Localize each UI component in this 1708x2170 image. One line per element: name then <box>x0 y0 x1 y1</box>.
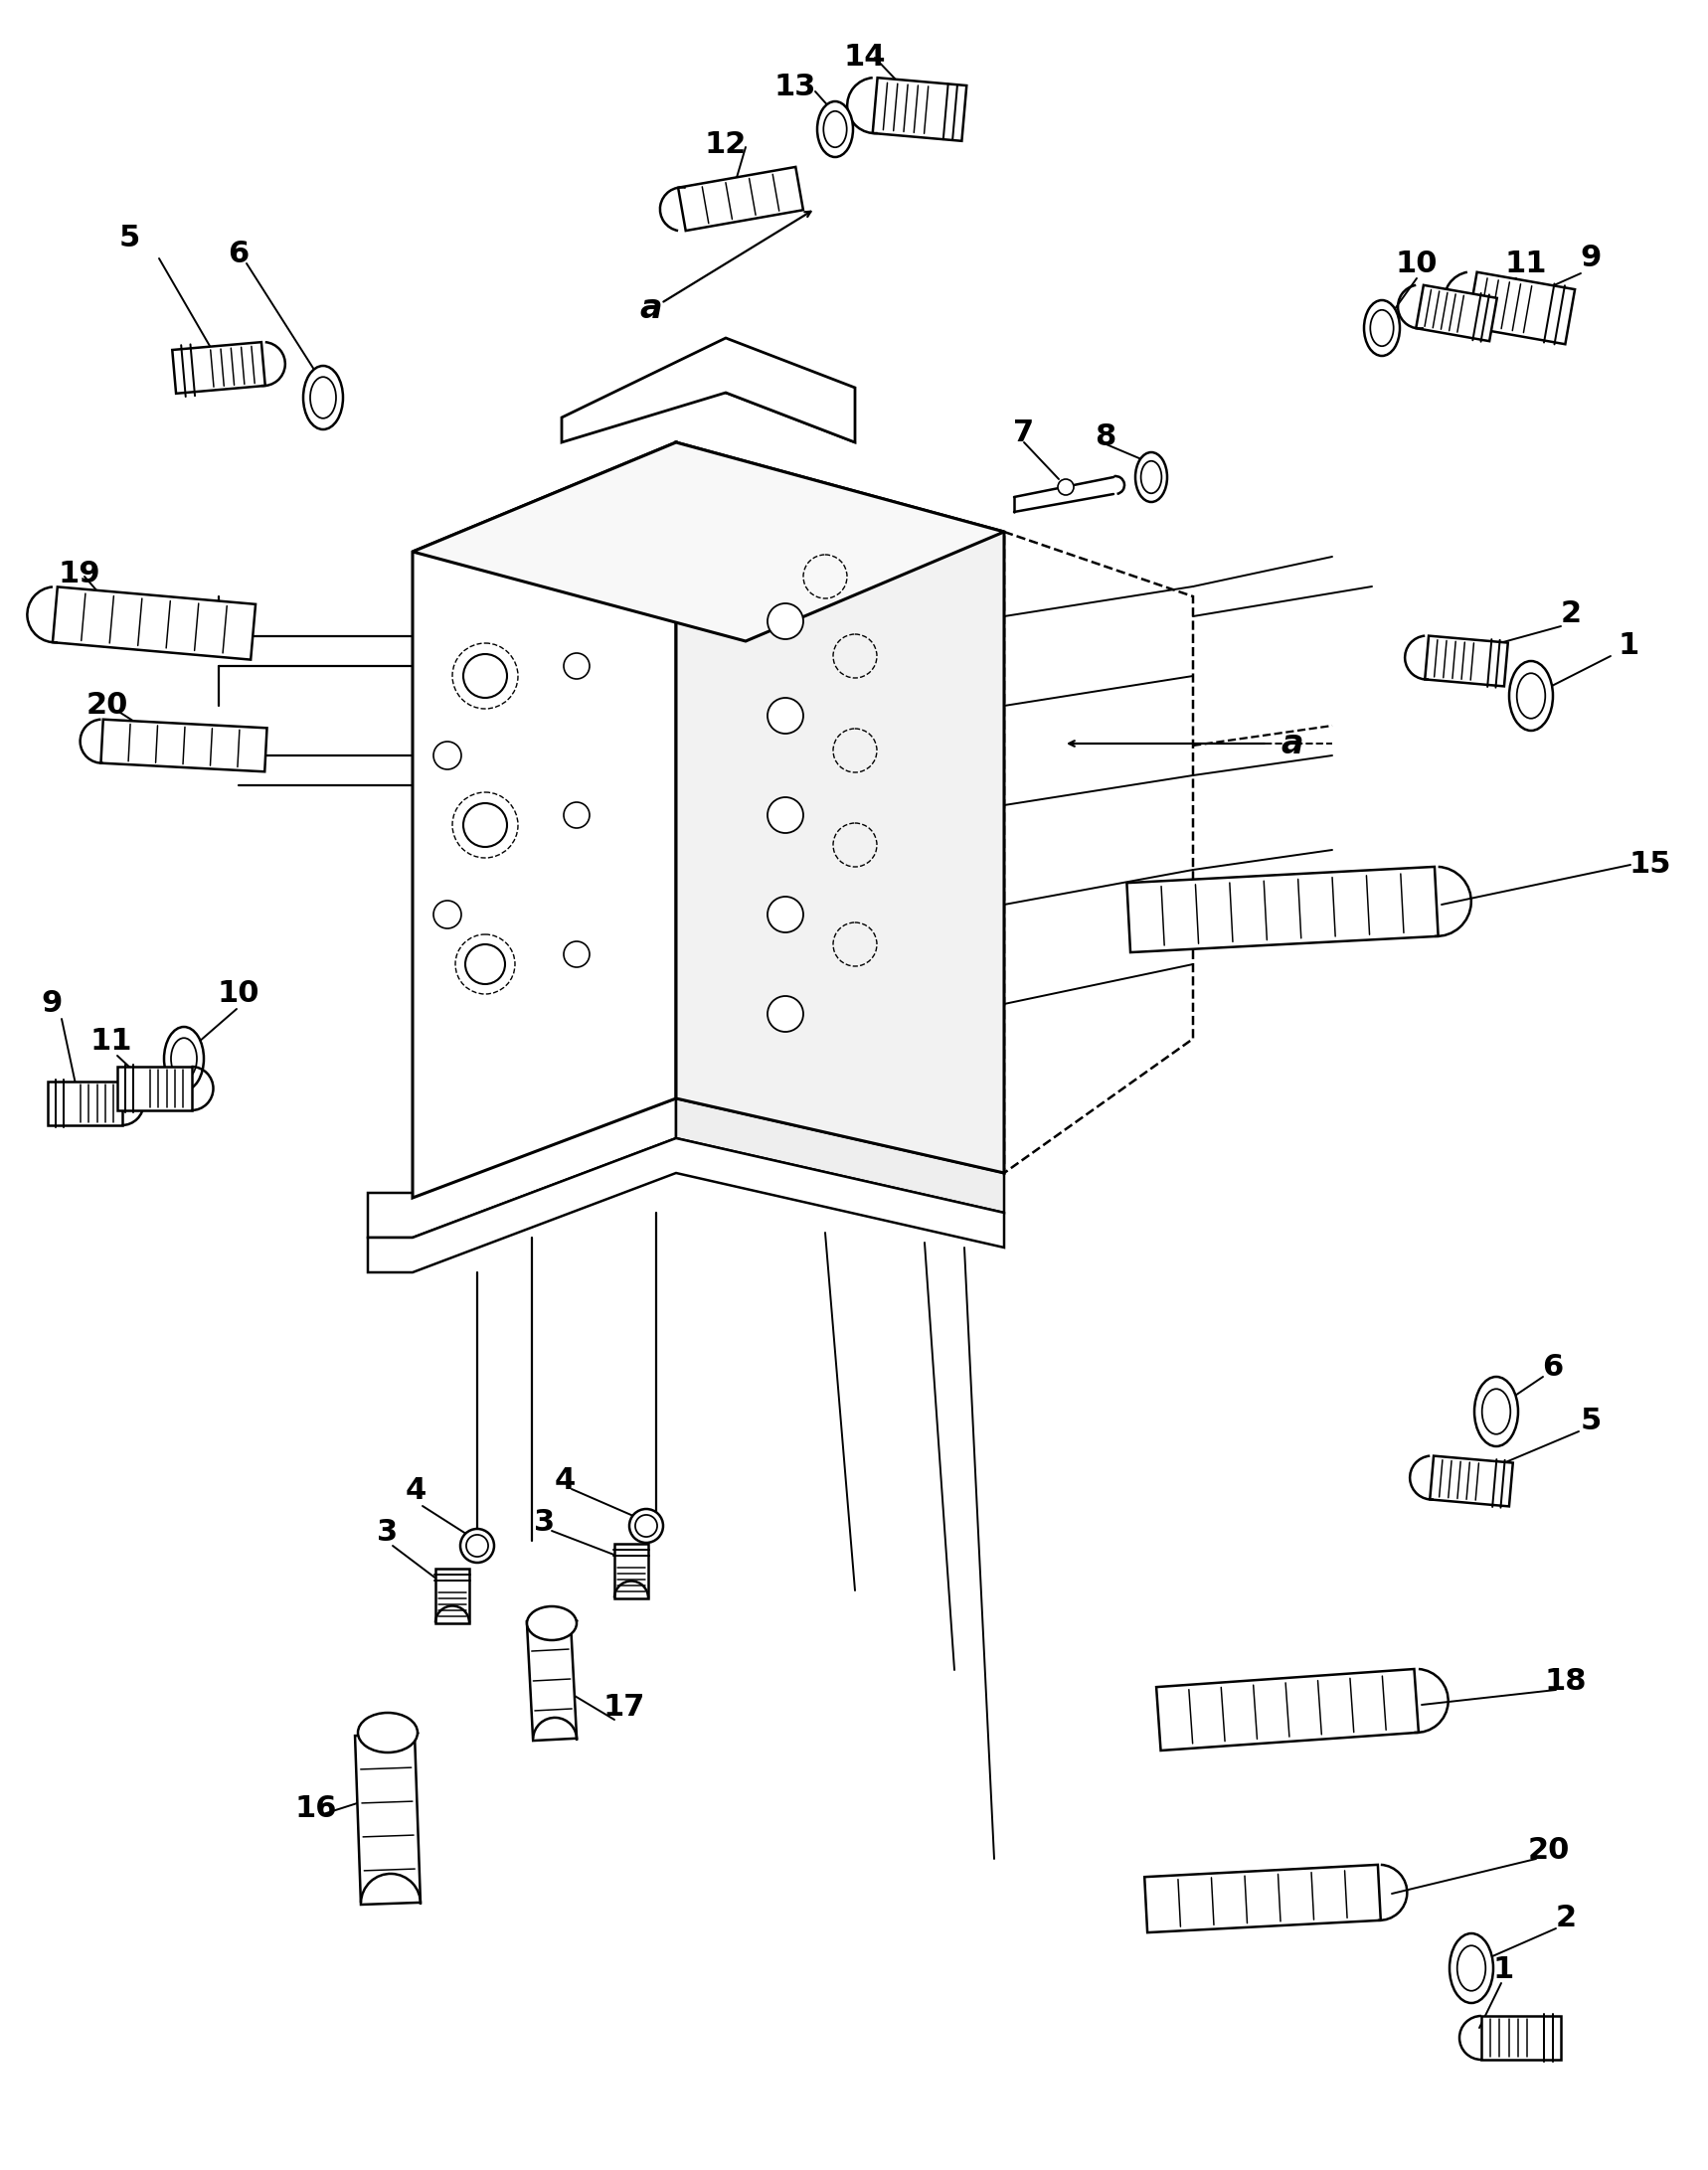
Text: 1: 1 <box>1493 1955 1513 1986</box>
Ellipse shape <box>463 653 507 699</box>
Text: 5: 5 <box>118 224 140 254</box>
Text: 8: 8 <box>1095 423 1115 451</box>
Polygon shape <box>1416 284 1496 341</box>
Ellipse shape <box>459 1530 494 1562</box>
Text: 11: 11 <box>1505 250 1547 278</box>
Polygon shape <box>355 1734 420 1905</box>
Text: 9: 9 <box>41 990 61 1018</box>
Text: 4: 4 <box>405 1476 425 1506</box>
Text: 15: 15 <box>1629 851 1672 879</box>
Text: a: a <box>1281 727 1303 759</box>
Ellipse shape <box>767 896 803 933</box>
Ellipse shape <box>311 378 336 419</box>
Ellipse shape <box>164 1026 203 1092</box>
Text: 11: 11 <box>91 1026 133 1057</box>
Ellipse shape <box>823 111 847 148</box>
Text: 4: 4 <box>553 1467 576 1495</box>
Text: 3: 3 <box>535 1508 555 1536</box>
Ellipse shape <box>434 742 461 770</box>
Polygon shape <box>562 339 856 443</box>
Ellipse shape <box>171 1037 196 1078</box>
Text: 17: 17 <box>603 1693 646 1723</box>
Ellipse shape <box>1141 460 1161 493</box>
Ellipse shape <box>465 944 506 985</box>
Text: 5: 5 <box>1580 1406 1602 1437</box>
Text: 19: 19 <box>58 560 101 588</box>
Text: 3: 3 <box>377 1519 398 1547</box>
Ellipse shape <box>635 1515 658 1536</box>
Ellipse shape <box>816 102 852 156</box>
Ellipse shape <box>767 603 803 640</box>
Text: 6: 6 <box>229 239 249 267</box>
Text: 13: 13 <box>774 74 816 102</box>
Polygon shape <box>1481 2016 1561 2059</box>
Ellipse shape <box>1483 1389 1510 1434</box>
Ellipse shape <box>1136 451 1167 501</box>
Ellipse shape <box>1450 1933 1493 2003</box>
Polygon shape <box>436 1569 470 1623</box>
Polygon shape <box>367 1139 1004 1272</box>
Ellipse shape <box>359 1712 417 1753</box>
Polygon shape <box>678 167 803 230</box>
Ellipse shape <box>1474 1376 1518 1447</box>
Ellipse shape <box>304 367 343 430</box>
Ellipse shape <box>463 803 507 846</box>
Text: 1: 1 <box>1617 631 1640 660</box>
Polygon shape <box>173 343 265 393</box>
Ellipse shape <box>1510 662 1553 731</box>
Text: a: a <box>640 291 663 325</box>
Polygon shape <box>413 443 676 1198</box>
Text: 20: 20 <box>87 692 128 720</box>
Text: 10: 10 <box>1395 250 1438 278</box>
Text: 9: 9 <box>1580 243 1602 273</box>
Polygon shape <box>526 1619 577 1740</box>
Polygon shape <box>1430 1456 1513 1506</box>
Polygon shape <box>676 1098 1004 1213</box>
Polygon shape <box>1144 1864 1380 1933</box>
Polygon shape <box>116 1068 191 1111</box>
Polygon shape <box>676 443 1004 1174</box>
Text: 10: 10 <box>217 979 260 1009</box>
Ellipse shape <box>526 1606 577 1641</box>
Text: 14: 14 <box>844 43 886 72</box>
Text: 6: 6 <box>1542 1352 1563 1382</box>
Polygon shape <box>1424 636 1508 686</box>
Polygon shape <box>1156 1669 1419 1751</box>
Text: 16: 16 <box>295 1795 336 1823</box>
Ellipse shape <box>767 996 803 1031</box>
Polygon shape <box>413 443 1004 640</box>
Ellipse shape <box>629 1508 663 1543</box>
Polygon shape <box>1127 866 1438 953</box>
Ellipse shape <box>1057 480 1074 495</box>
Ellipse shape <box>767 796 803 833</box>
Polygon shape <box>53 586 256 660</box>
Ellipse shape <box>466 1534 488 1556</box>
Text: 2: 2 <box>1556 1903 1576 1933</box>
Text: 20: 20 <box>1529 1836 1570 1866</box>
Ellipse shape <box>434 901 461 929</box>
Polygon shape <box>615 1543 649 1597</box>
Polygon shape <box>367 1098 676 1237</box>
Polygon shape <box>101 720 266 773</box>
Polygon shape <box>48 1081 121 1126</box>
Ellipse shape <box>1370 310 1394 347</box>
Ellipse shape <box>564 653 589 679</box>
Text: 7: 7 <box>1013 419 1035 447</box>
Polygon shape <box>873 78 967 141</box>
Text: 12: 12 <box>705 130 746 158</box>
Ellipse shape <box>767 699 803 733</box>
Ellipse shape <box>1517 673 1546 718</box>
Polygon shape <box>1467 271 1575 345</box>
Text: 18: 18 <box>1544 1667 1587 1697</box>
Ellipse shape <box>1365 299 1401 356</box>
Ellipse shape <box>1457 1946 1486 1990</box>
Ellipse shape <box>564 942 589 968</box>
Ellipse shape <box>564 803 589 829</box>
Text: 2: 2 <box>1561 599 1582 629</box>
